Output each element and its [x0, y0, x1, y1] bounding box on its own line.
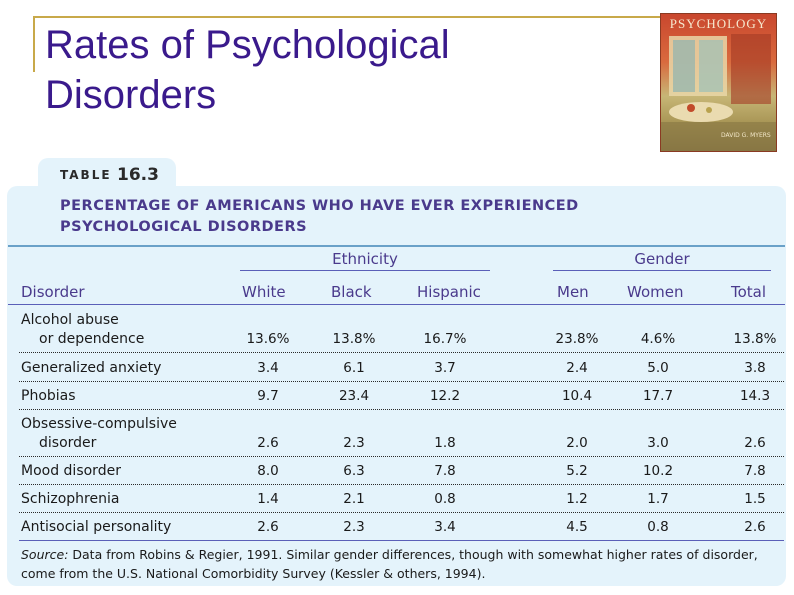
table-cell: 2.6 — [744, 435, 766, 451]
row-divider — [19, 512, 784, 513]
table-cell: 5.2 — [566, 463, 588, 479]
table-cell: 10.2 — [642, 463, 674, 479]
table-cell: 7.8 — [744, 463, 766, 479]
table-cell: 9.7 — [257, 388, 279, 404]
table-cell: 1.2 — [566, 491, 588, 507]
row-label-line2: disorder — [39, 435, 97, 451]
source-label: Source: — [21, 547, 69, 562]
table-cell: 23.4 — [338, 388, 370, 404]
table-cell: 1.8 — [434, 435, 456, 451]
title-rule-vertical — [33, 16, 35, 72]
row-label: Phobias — [21, 388, 76, 404]
gender-underline — [553, 270, 771, 271]
source-note: Source: Data from Robins & Regier, 1991.… — [21, 545, 781, 583]
ethnicity-underline — [240, 270, 490, 271]
table-tab-word: TABLE — [60, 168, 112, 182]
col-head-men: Men — [557, 283, 589, 301]
row-label: Generalized anxiety — [21, 360, 162, 376]
slide-title: Rates of Psychological Disorders — [45, 23, 450, 117]
table-cell: 2.6 — [257, 435, 279, 451]
table-tab-number: 16.3 — [117, 165, 159, 185]
table-cell: 0.8 — [434, 491, 456, 507]
table-cell: 23.8% — [555, 331, 599, 347]
table-cell: 1.7 — [647, 491, 669, 507]
table-cell: 2.4 — [566, 360, 588, 376]
col-head-white: White — [242, 283, 286, 301]
col-head-hispanic: Hispanic — [417, 283, 481, 301]
row-label: Alcohol abuse or dependence — [21, 311, 144, 349]
row-label-line1: Obsessive-compulsive — [21, 416, 177, 432]
row-divider — [19, 381, 784, 382]
table-cell: 16.7% — [423, 331, 467, 347]
table-cell: 17.7 — [642, 388, 674, 404]
table-cell: 13.6% — [246, 331, 290, 347]
table-cell: 2.3 — [343, 519, 365, 535]
table-cell: 3.0 — [647, 435, 669, 451]
cover-author: DAVID G. MYERS — [721, 132, 771, 139]
col-head-women: Women — [627, 283, 684, 301]
table-cell: 4.5 — [566, 519, 588, 535]
row-divider — [19, 352, 784, 353]
table-cell: 1.4 — [257, 491, 279, 507]
row-divider — [19, 456, 784, 457]
group-ethnicity: Ethnicity — [332, 250, 398, 268]
table-cell: 10.4 — [561, 388, 593, 404]
table-cell: 12.2 — [429, 388, 461, 404]
table-cell: 13.8% — [332, 331, 376, 347]
col-head-disorder: Disorder — [21, 283, 85, 301]
table-cell: 3.4 — [257, 360, 279, 376]
row-divider — [19, 484, 784, 485]
header-underline — [8, 304, 785, 305]
table-cell: 3.4 — [434, 519, 456, 535]
table-cell: 2.3 — [343, 435, 365, 451]
table-cell: 0.8 — [647, 519, 669, 535]
table-heading-line1: PERCENTAGE OF AMERICANS WHO HAVE EVER EX… — [60, 198, 579, 214]
cover-title: PSYCHOLOGY — [669, 16, 768, 31]
source-line2: come from the U.S. National Comorbidity … — [21, 566, 486, 581]
source-line1: Data from Robins & Regier, 1991. Similar… — [68, 547, 758, 562]
table-cell: 2.1 — [343, 491, 365, 507]
row-label-line1: Alcohol abuse — [21, 312, 119, 328]
table-cell: 8.0 — [257, 463, 279, 479]
table-cell: 14.3 — [739, 388, 771, 404]
row-label: Antisocial personality — [21, 519, 172, 535]
table-cell: 2.6 — [257, 519, 279, 535]
table-panel — [7, 186, 786, 586]
book-cover-image: PSYCHOLOGY DAVID G. MYERS — [660, 13, 777, 152]
table-cell: 4.6% — [640, 331, 676, 347]
table-cell: 7.8 — [434, 463, 456, 479]
table-heading-line2: PSYCHOLOGICAL DISORDERS — [60, 219, 308, 235]
col-head-total: Total — [731, 283, 767, 301]
table-cell: 2.0 — [566, 435, 588, 451]
table-cell: 6.1 — [343, 360, 365, 376]
row-divider — [19, 409, 784, 410]
table-cell: 3.8 — [744, 360, 766, 376]
heading-divider — [8, 245, 785, 247]
row-label: Mood disorder — [21, 463, 121, 479]
row-label: Schizophrenia — [21, 491, 120, 507]
title-rule — [33, 16, 663, 18]
table-bottom-rule — [19, 540, 784, 541]
row-label-line2: or dependence — [39, 331, 145, 347]
col-head-black: Black — [331, 283, 372, 301]
group-gender: Gender — [634, 250, 690, 268]
table-cell: 13.8% — [733, 331, 777, 347]
table-cell: 5.0 — [647, 360, 669, 376]
row-label: Obsessive-compulsive disorder — [21, 415, 177, 453]
table-heading: PERCENTAGE OF AMERICANS WHO HAVE EVER EX… — [60, 196, 660, 238]
table-cell: 6.3 — [343, 463, 365, 479]
table-cell: 3.7 — [434, 360, 456, 376]
table-cell: 1.5 — [744, 491, 766, 507]
table-cell: 2.6 — [744, 519, 766, 535]
